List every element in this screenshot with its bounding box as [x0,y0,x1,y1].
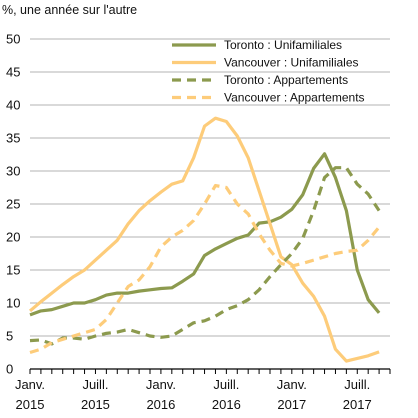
y-tick-label: 20 [6,230,20,245]
x-tick-label-month: Juill. [213,377,239,392]
series-line-vancouver-unifamiliales [28,116,380,363]
x-tick-label-month: Janv. [15,377,45,392]
y-tick-label: 5 [6,329,13,344]
y-tick-label: 15 [6,263,20,278]
x-tick-label-year: 2017 [343,397,372,412]
series-line-toronto-appartements [29,166,381,346]
legend: Toronto : Unifamiliales Vancouver : Unifa… [172,38,365,105]
x-tick-label-month: Janv. [146,377,176,392]
y-tick-label: 50 [6,32,20,47]
y-tick-label: 0 [6,362,13,377]
series-line-toronto-unifamiliales [29,152,381,317]
series-line-vancouver-appartements [29,183,381,355]
x-tick-label-year: 2015 [16,397,45,412]
legend-label-toronto-appartements: Toronto : Appartements [224,73,348,87]
legend-label-toronto-unifamiliales: Toronto : Unifamiliales [224,38,342,52]
x-tick-label-year: 2016 [212,397,241,412]
y-axis-unit-label: %, une année sur l'autre [2,3,137,17]
x-axis-ticks: Janv. 2015 Juill. 2015 Janv. 2016 Juill. 2016 Ja… [15,377,372,412]
y-tick-label: 30 [6,164,20,179]
x-tick-label-year: 2015 [81,397,110,412]
y-tick-label: 40 [6,98,20,113]
x-tick-label-year: 2016 [146,397,175,412]
x-tick-label-year: 2017 [277,397,306,412]
y-axis-ticks: 0 5 10 15 20 25 30 35 40 45 50 [6,32,20,377]
x-tick-label-month: Juill. [82,377,108,392]
legend-label-vancouver-appartements: Vancouver : Appartements [224,91,365,105]
legend-label-vancouver-unifamiliales: Vancouver : Unifamiliales [224,56,359,70]
series-lines [28,116,381,363]
y-tick-label: 10 [6,296,20,311]
y-tick-label: 25 [6,197,20,212]
x-axis [29,368,391,374]
x-tick-label-month: Janv. [277,377,307,392]
y-tick-label: 35 [6,131,20,146]
x-tick-label-month: Juill. [344,377,370,392]
y-tick-label: 45 [6,65,20,80]
